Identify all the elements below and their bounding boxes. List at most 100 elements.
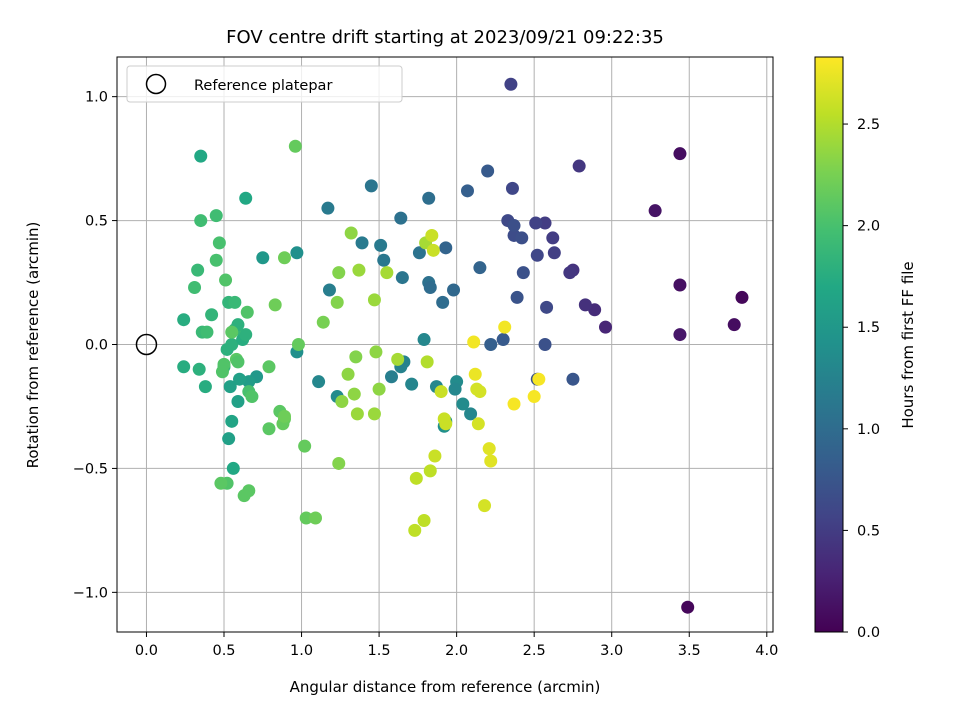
data-point (681, 600, 695, 614)
data-point (219, 273, 233, 287)
data-point (309, 511, 323, 525)
data-point (209, 209, 223, 223)
data-point (205, 308, 219, 322)
data-point (425, 228, 439, 242)
data-point (546, 231, 560, 245)
x-tick-label: 1.5 (368, 643, 391, 659)
data-point (599, 320, 613, 334)
data-point (471, 417, 485, 431)
colorbar-label: Hours from first FF file (899, 261, 917, 428)
x-tick-label: 4.0 (755, 643, 778, 659)
data-point (214, 476, 228, 490)
data-point (448, 382, 462, 396)
data-point (420, 355, 434, 369)
data-point (380, 266, 394, 280)
x-tick-label: 1.0 (290, 643, 313, 659)
data-point (391, 352, 405, 366)
x-tick-label: 2.0 (445, 643, 468, 659)
colorbar-tick-label: 2.0 (857, 219, 880, 235)
data-point (321, 201, 335, 215)
x-tick-label: 3.5 (678, 643, 701, 659)
data-point (347, 387, 361, 401)
data-point (527, 390, 541, 404)
data-point (484, 454, 498, 468)
data-point (504, 77, 518, 91)
data-point (262, 360, 276, 374)
chart-title: FOV centre drift starting at 2023/09/21 … (226, 27, 664, 48)
data-point (439, 417, 453, 431)
data-point (349, 350, 363, 364)
data-point (456, 397, 470, 411)
data-point (177, 360, 191, 374)
data-point (191, 263, 205, 277)
y-tick-label: −0.5 (73, 461, 108, 477)
colorbar-tick-label: 1.5 (857, 320, 880, 336)
colorbar-tick-label: 0.5 (857, 523, 880, 539)
colorbar-ticks: 0.0 0.5 1.0 1.5 2.0 2.5 (843, 117, 880, 641)
data-point (256, 251, 270, 265)
data-point (426, 243, 440, 257)
data-point (507, 219, 521, 233)
data-point (436, 295, 450, 309)
x-tick-label: 3.0 (600, 643, 623, 659)
data-point (482, 442, 496, 456)
data-point (332, 456, 346, 470)
data-point (473, 261, 487, 275)
data-point (447, 283, 461, 297)
data-point (496, 333, 510, 347)
data-point (423, 280, 437, 294)
data-point (222, 432, 236, 446)
data-point (673, 147, 687, 161)
colorbar (814, 56, 844, 633)
y-tick-label: 1.0 (85, 90, 108, 106)
data-point (473, 385, 487, 399)
data-point (578, 298, 592, 312)
data-point (367, 407, 381, 421)
data-point (194, 214, 208, 228)
data-point (372, 382, 386, 396)
data-point (312, 375, 326, 389)
reference-marker (135, 333, 158, 356)
data-point (384, 370, 398, 384)
data-point (316, 315, 330, 329)
data-point (231, 395, 245, 409)
data-point (240, 305, 254, 319)
y-ticks: −1.0 −0.5 0.0 0.5 1.0 (73, 90, 117, 601)
data-point (484, 338, 498, 351)
legend-marker-circle (145, 73, 167, 95)
data-point (428, 449, 442, 463)
data-point (515, 231, 529, 245)
data-point (177, 313, 191, 327)
data-point (188, 280, 202, 294)
colorbar-tick-label: 2.5 (857, 117, 880, 133)
data-point (367, 293, 381, 307)
data-point (422, 191, 436, 205)
data-point (233, 372, 247, 386)
legend: Reference platepar (126, 65, 403, 103)
data-point (288, 139, 302, 153)
data-point (572, 159, 586, 173)
data-point (540, 300, 554, 314)
y-axis-label: Rotation from reference (arcmin) (24, 222, 42, 469)
x-tick-label: 2.5 (523, 643, 546, 659)
data-point (352, 263, 366, 277)
data-point (245, 390, 259, 404)
data-point (298, 439, 312, 453)
data-point (468, 367, 482, 381)
data-point (439, 241, 453, 255)
data-point (192, 362, 206, 376)
data-point (408, 523, 422, 537)
data-point (464, 407, 478, 421)
data-point (417, 513, 431, 527)
data-point (409, 471, 423, 485)
x-tick-label: 0.0 (135, 643, 158, 659)
x-ticks: 0.0 0.5 1.0 1.5 2.0 2.5 3.0 3.5 4.0 (135, 632, 778, 659)
data-point (355, 236, 369, 250)
y-tick-label: 0.5 (85, 214, 108, 230)
data-point (268, 298, 282, 312)
data-point (239, 191, 253, 205)
data-point (225, 325, 239, 339)
data-point (262, 422, 276, 436)
data-point (478, 499, 492, 513)
